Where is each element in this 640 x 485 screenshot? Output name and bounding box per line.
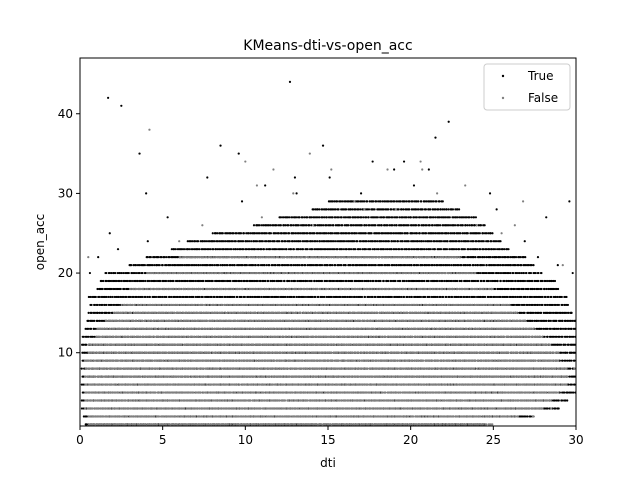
point-true: [561, 351, 565, 354]
point-true: [570, 383, 573, 386]
point-true: [86, 327, 90, 330]
point-true: [549, 319, 552, 322]
point-true: [93, 319, 96, 322]
point-true: [569, 367, 572, 370]
point-true: [559, 343, 563, 346]
point-true: [553, 399, 556, 402]
point-true: [87, 311, 90, 314]
point-true: [566, 335, 569, 338]
point-true: [557, 327, 560, 330]
point-true: [546, 335, 549, 338]
point-true: [561, 335, 564, 338]
point-true: [537, 319, 541, 322]
point-true: [546, 327, 549, 330]
point-true: [572, 391, 575, 394]
point-true: [563, 391, 566, 394]
point-true: [523, 415, 526, 418]
point-true: [555, 319, 558, 322]
point-true: [567, 343, 570, 346]
point-true: [549, 327, 553, 330]
point-true: [573, 383, 576, 386]
point-true: [559, 327, 563, 330]
point-true: [561, 319, 564, 322]
point-true: [566, 399, 569, 402]
point-true: [561, 327, 565, 330]
point-true: [554, 407, 557, 410]
point-true: [523, 311, 526, 314]
point-true: [85, 343, 88, 346]
point-true: [540, 327, 543, 330]
point-true: [555, 399, 558, 402]
point-true: [558, 335, 561, 338]
point-true: [573, 359, 576, 362]
point-true: [82, 335, 85, 338]
point-true: [85, 415, 88, 418]
point-true: [87, 335, 90, 338]
point-true: [101, 311, 104, 314]
point-true: [557, 399, 560, 402]
point-true: [564, 327, 568, 330]
point-true: [80, 407, 84, 410]
point-true: [87, 319, 90, 322]
point-true: [531, 319, 534, 322]
point-true: [105, 311, 108, 314]
point-true: [572, 335, 575, 338]
point-true: [564, 343, 567, 346]
point-true: [93, 311, 97, 314]
point-true: [571, 319, 574, 322]
point-true: [105, 303, 108, 307]
point-true: [108, 311, 111, 314]
point-true: [570, 327, 573, 330]
point-true: [90, 311, 93, 314]
point-true: [543, 335, 546, 338]
point-true: [561, 359, 564, 362]
point-true: [82, 415, 85, 418]
point-true: [540, 311, 543, 314]
point-true: [90, 327, 93, 330]
point-true: [545, 319, 548, 322]
point-true: [96, 303, 99, 307]
point-true: [80, 367, 83, 370]
point-true: [567, 383, 570, 386]
point-true: [567, 311, 570, 314]
point-true: [524, 415, 527, 418]
points-layer: [80, 80, 577, 426]
point-true: [82, 399, 85, 402]
point-true: [560, 351, 563, 354]
point-true: [557, 407, 560, 410]
point-true: [90, 303, 93, 307]
point-true: [526, 415, 529, 418]
point-true: [546, 407, 549, 410]
point-true: [529, 415, 532, 418]
point-true: [560, 399, 564, 402]
point-true: [85, 423, 88, 426]
point-true: [566, 351, 569, 354]
point-true: [570, 359, 573, 362]
point-true: [101, 303, 104, 307]
